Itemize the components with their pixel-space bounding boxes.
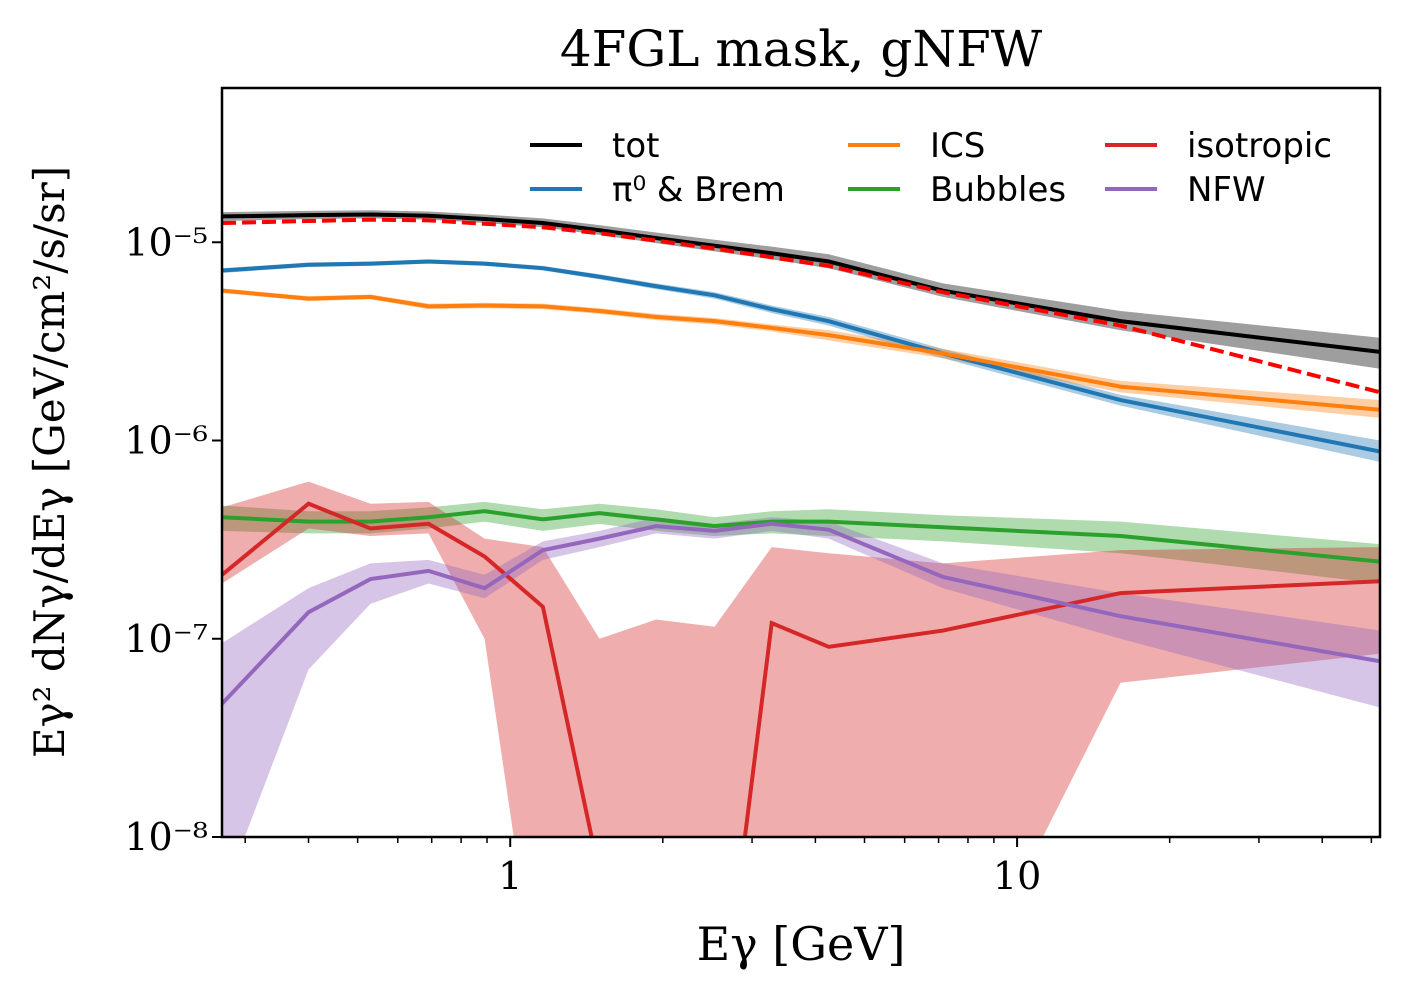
series-line — [222, 509, 1380, 564]
x-tick-label: 1 — [498, 854, 522, 898]
legend-label: ICS — [930, 126, 985, 166]
series-line — [222, 288, 1380, 412]
legend-label: Bubbles — [930, 170, 1066, 210]
y-tick-label: 10⁻⁸ — [124, 815, 208, 859]
y-tick-label: 10⁻⁵ — [124, 220, 208, 264]
y-tick-label: 10⁻⁶ — [124, 419, 208, 463]
error-band — [222, 501, 1380, 584]
series-line — [222, 259, 1380, 454]
series-line — [222, 217, 1380, 395]
y-axis-label: Eγ² dNγ/dEγ [GeV/cm²/s/sr] — [25, 166, 74, 758]
axes-frame — [220, 86, 1382, 839]
legend-label: π⁰ & Brem — [612, 170, 785, 210]
x-tick-label: 10 — [993, 854, 1041, 898]
error-band — [222, 288, 1380, 418]
series-line — [222, 521, 1380, 706]
legend-label: NFW — [1187, 170, 1266, 210]
error-band — [222, 517, 1380, 837]
axes: 1 10 10⁻⁸ 10⁻⁷ 10⁻⁶ 10⁻⁵ — [124, 220, 1373, 898]
error-band — [222, 259, 1380, 462]
error-band — [222, 210, 1380, 369]
plot-area — [222, 210, 1380, 837]
legend-label: tot — [612, 126, 659, 166]
x-axis-label: Eγ [GeV] — [697, 917, 906, 971]
error-band — [222, 481, 1380, 837]
series-line — [222, 501, 1380, 837]
legend-label: isotropic — [1187, 126, 1332, 166]
y-tick-label: 10⁻⁷ — [124, 617, 208, 661]
chart-title: 4FGL mask, gNFW — [560, 20, 1043, 78]
